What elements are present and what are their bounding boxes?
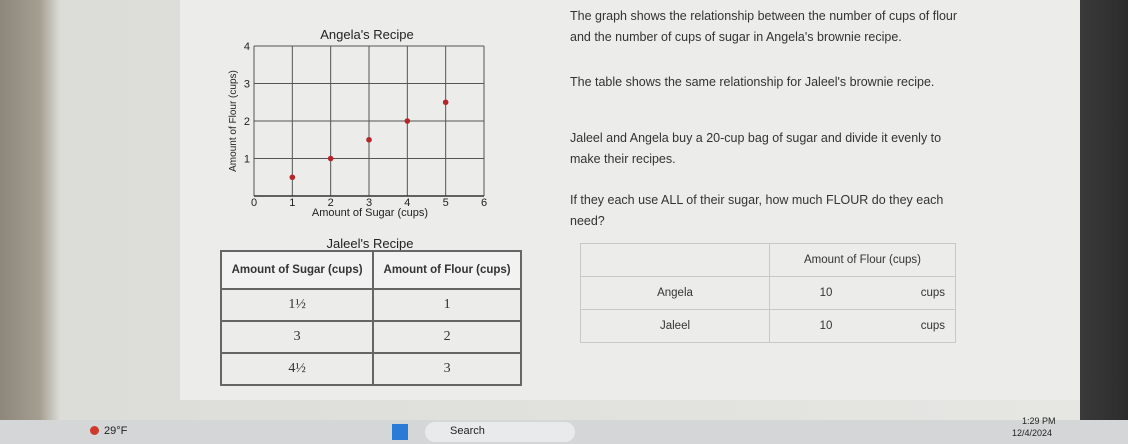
data-point <box>442 99 449 106</box>
cell: 1½ <box>219 288 375 322</box>
cell: 4½ <box>219 352 375 386</box>
table-title: Jaleel's Recipe <box>326 236 414 251</box>
answer-input[interactable]: 10 <box>769 309 882 343</box>
data-point <box>366 136 372 143</box>
x-tick-label: 6 <box>481 197 487 209</box>
answer-input[interactable]: 10 <box>769 276 882 310</box>
paragraph: Jaleel and Angela buy a 20-cup bag of su… <box>570 131 942 166</box>
x-tick-label: 1 <box>289 197 295 209</box>
cell: 3 <box>219 320 375 354</box>
header-cell: Amount of Flour (cups) <box>769 243 956 277</box>
row-label: Angela <box>580 276 770 310</box>
data-point <box>289 174 296 181</box>
clock-date: 12/4/2024 <box>1012 428 1053 438</box>
unit: cups <box>882 276 956 310</box>
cell: 3 <box>372 352 522 386</box>
y-tick-label: 2 <box>244 116 250 128</box>
paragraph: The graph shows the relationship between… <box>570 9 958 44</box>
x-axis-label: Amount of Sugar (cups) <box>312 207 428 219</box>
weather: 29°F <box>104 425 128 437</box>
paragraph: The table shows the same relationship fo… <box>570 75 935 89</box>
x-tick-label: 3 <box>366 197 372 209</box>
search-label: Search <box>450 425 485 437</box>
cell: 2 <box>372 320 522 354</box>
angela-graph: Angela's Recipe Amount of Sugar (cups) A… <box>228 27 487 219</box>
x-tick-label: 0 <box>251 197 257 209</box>
x-tick-label: 4 <box>404 197 410 209</box>
header-cell <box>580 243 770 277</box>
weather-icon <box>90 426 99 435</box>
x-tick-label: 5 <box>443 197 449 209</box>
data-point <box>327 155 334 162</box>
row-label: Jaleel <box>580 309 770 343</box>
y-tick-label: 3 <box>244 79 250 91</box>
header-cell: Amount of Sugar (cups) <box>219 250 375 290</box>
y-tick-label: 4 <box>244 41 250 53</box>
paragraph: If they each use ALL of their sugar, how… <box>570 193 944 228</box>
y-axis-label: Amount of Flour (cups) <box>228 70 239 172</box>
clock-time: 1:29 PM <box>1022 416 1056 426</box>
answer-table: Amount of Flour (cups) Angela 10 cups Jale… <box>580 243 956 343</box>
y-tick-label: 1 <box>244 154 250 166</box>
graph-title: Angela's Recipe <box>320 27 414 42</box>
taskbar: 29°F Search 1:29 PM 12/4/2024 <box>0 416 1128 444</box>
header-cell: Amount of Flour (cups) <box>372 250 522 290</box>
search-box[interactable] <box>425 422 575 442</box>
x-tick-label: 2 <box>328 197 334 209</box>
jaleel-table: Amount of Sugar (cups) Amount of Flour (c… <box>219 250 522 386</box>
cell: 1 <box>372 288 522 322</box>
start-button[interactable] <box>392 424 408 440</box>
data-point <box>404 118 411 124</box>
unit: cups <box>882 309 956 343</box>
